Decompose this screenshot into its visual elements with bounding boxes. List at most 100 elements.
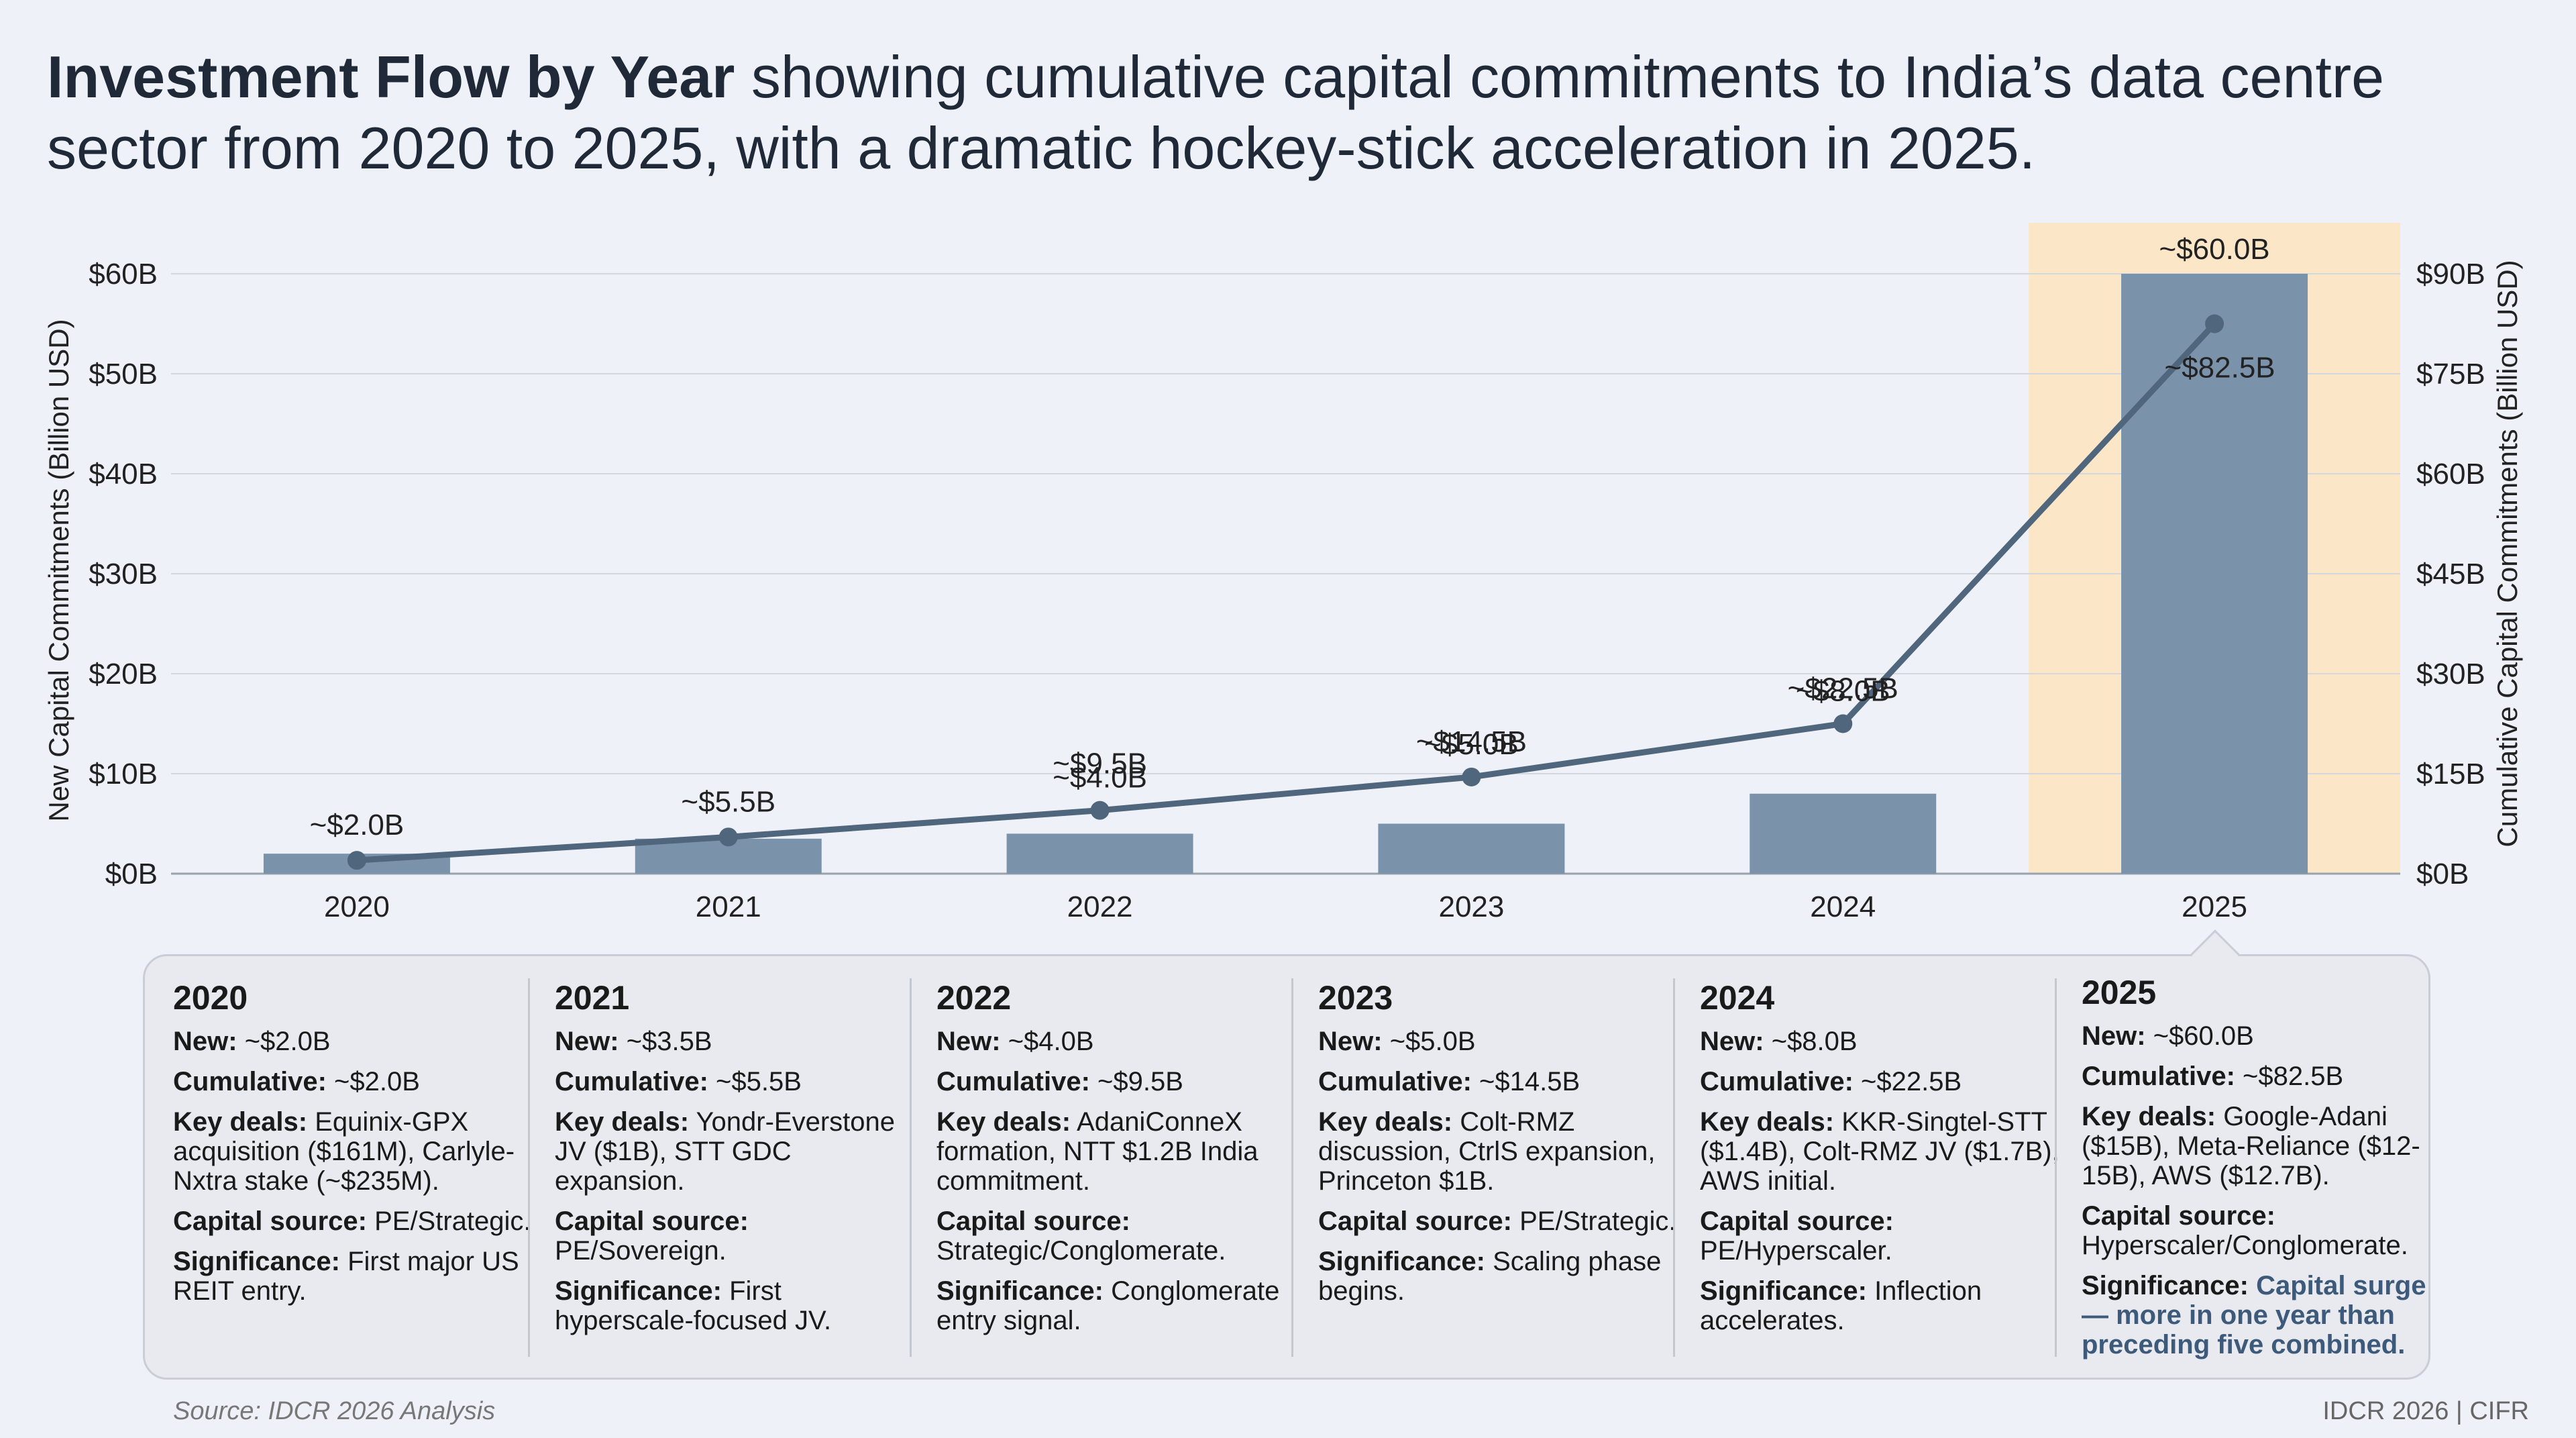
card-field: Cumulative: ~$9.5B — [936, 1067, 1302, 1096]
card-field-label: Cumulative: — [173, 1067, 327, 1096]
card-field-value: ~$8.0B — [1764, 1027, 1858, 1056]
x-tick-label: 2022 — [1067, 890, 1133, 923]
card-field: Capital source: PE/Sovereign. — [555, 1206, 920, 1266]
y-tick-label: $30B — [89, 558, 158, 590]
card-field-label: Capital source: — [173, 1206, 367, 1236]
card-field-label: New: — [936, 1027, 1001, 1056]
cumulative-value-label: ~$2.0B — [310, 809, 405, 841]
card-divider — [528, 978, 530, 1357]
card-field-label: Significance: — [936, 1276, 1104, 1306]
card-field-value: ~$14.5B — [1471, 1067, 1580, 1096]
card-field-value: Google-Adani ($15B), Meta-Reliance ($12-… — [2082, 1102, 2420, 1190]
card-field-label: Capital source: — [555, 1206, 749, 1236]
card-field-value: KKR-Singtel-STT ($1.4B), Colt-RMZ JV ($1… — [1700, 1107, 2059, 1196]
y-tick-label: $20B — [89, 658, 158, 690]
card-year: 2025 — [2082, 974, 2157, 1011]
line-point — [1462, 767, 1481, 786]
card-field-label: Cumulative: — [1700, 1067, 1854, 1096]
y-tick-label: $60B — [89, 258, 158, 291]
bar — [1750, 793, 1937, 874]
y2-tick-label: $60B — [2416, 458, 2485, 491]
card-field-value: ~$5.5B — [708, 1067, 802, 1096]
card-field: New: ~$4.0B — [936, 1027, 1302, 1056]
year-card-2023: 2023 New: ~$5.0B Cumulative: ~$14.5B Key de… — [1318, 978, 1684, 1358]
y-tick-label: $0B — [105, 858, 158, 890]
x-tick-label: 2024 — [1810, 890, 1876, 923]
card-year: 2024 — [1700, 979, 1775, 1017]
card-field: New: ~$60.0B — [2082, 1021, 2447, 1051]
card-field-value: Equinix-GPX acquisition ($161M), Carlyle… — [173, 1107, 515, 1196]
bar — [2121, 274, 2308, 874]
card-field: New: ~$3.5B — [555, 1027, 920, 1056]
combo-chart: $0B $10B $20B $30B $40B $50B $60B $0B $15B $30B $4… — [43, 223, 2523, 923]
cumulative-value-label: ~$14.5B — [1416, 725, 1527, 758]
chart-title-bold: Investment Flow by Year — [47, 44, 735, 110]
card-field-label: New: — [1700, 1027, 1764, 1056]
card-field-label: Cumulative: — [555, 1067, 708, 1096]
card-field-value: ~$60.0B — [2145, 1021, 2254, 1051]
card-field-label: Key deals: — [1318, 1107, 1453, 1137]
card-field-label: Key deals: — [2082, 1102, 2216, 1131]
card-field-label: Key deals: — [555, 1107, 690, 1137]
y-tick-label: $50B — [89, 358, 158, 391]
card-field: Cumulative: ~$82.5B — [2082, 1062, 2447, 1091]
card-field: New: ~$2.0B — [173, 1027, 539, 1056]
card-field-value: Conglomerate entry signal. — [936, 1276, 1280, 1335]
x-tick-label: 2021 — [696, 890, 761, 923]
y-axis-title: New Capital Commitments (Billion USD) — [43, 319, 74, 821]
bar-value-label: ~$4.0B — [1053, 762, 1147, 794]
card-field-value: First hyperscale-focused JV. — [555, 1276, 832, 1335]
card-field-value: Inflection accelerates. — [1700, 1276, 1982, 1335]
cumulative-value-label: ~$5.5B — [681, 785, 775, 818]
card-field: Key deals: Google-Adani ($15B), Meta-Rel… — [2082, 1102, 2447, 1190]
card-field-value: Colt-RMZ discussion, CtrlS expansion, Pr… — [1318, 1107, 1656, 1196]
card-field: Key deals: Yondr-Everstone JV ($1B), STT… — [555, 1107, 920, 1196]
y2-tick-label: $30B — [2416, 658, 2485, 690]
y-tick-label: $40B — [89, 458, 158, 491]
card-field-value: PE/Sovereign. — [555, 1236, 727, 1266]
line-point — [1090, 801, 1110, 820]
chart-title: Investment Flow by Year showing cumulati… — [47, 42, 2529, 184]
card-field: Key deals: AdaniConneX formation, NTT $1… — [936, 1107, 1302, 1196]
line-point — [1833, 714, 1853, 733]
line-point — [718, 827, 738, 847]
card-divider — [1291, 978, 1293, 1357]
card-field-label: New: — [2082, 1021, 2146, 1051]
year-card-2021: 2021 New: ~$3.5B Cumulative: ~$5.5B Key dea… — [555, 978, 920, 1358]
card-field-label: New: — [1318, 1027, 1383, 1056]
year-card-2025: 2025 New: ~$60.0B Cumulative: ~$82.5B Key d… — [2082, 973, 2447, 1359]
card-field-value: AdaniConneX formation, NTT $1.2B India c… — [936, 1107, 1258, 1196]
y2-axis-title: Cumulative Capital Commitments (Billion … — [2491, 260, 2523, 847]
card-field: Cumulative: ~$2.0B — [173, 1067, 539, 1096]
year-details-panel — [143, 954, 2430, 1380]
card-field-value: ~$3.5B — [619, 1027, 712, 1056]
card-field: Significance: First hyperscale-focused J… — [555, 1276, 920, 1335]
card-field: New: ~$5.0B — [1318, 1027, 1684, 1056]
card-field: Significance: First major US REIT entry. — [173, 1247, 539, 1306]
card-field: Cumulative: ~$14.5B — [1318, 1067, 1684, 1096]
card-field-value: ~$5.0B — [1382, 1027, 1476, 1056]
year-card-2022: 2022 New: ~$4.0B Cumulative: ~$9.5B Key dea… — [936, 978, 1302, 1358]
card-field-label: Capital source: — [1318, 1206, 1512, 1236]
card-year: 2022 — [936, 979, 1012, 1017]
card-field-label: Significance: — [555, 1276, 722, 1306]
bar — [1006, 833, 1193, 874]
credit-note: IDCR 2026 | CIFR — [2322, 1397, 2529, 1425]
card-field: Key deals: Equinix-GPX acquisition ($161… — [173, 1107, 539, 1196]
cumulative-value-label: ~$82.5B — [2165, 352, 2275, 384]
card-field-label: Cumulative: — [1318, 1067, 1472, 1096]
card-field: Key deals: KKR-Singtel-STT ($1.4B), Colt… — [1700, 1107, 2065, 1196]
bar-value-label: ~$60.0B — [2159, 233, 2270, 266]
y2-tick-label: $90B — [2416, 258, 2485, 291]
card-field: Capital source: PE/Hyperscaler. — [1700, 1206, 2065, 1266]
y2-tick-label: $45B — [2416, 558, 2485, 590]
card-field-label: Capital source: — [1700, 1206, 1894, 1236]
x-tick-label: 2025 — [2182, 890, 2247, 923]
card-field-value: ~$2.0B — [237, 1027, 331, 1056]
bar — [1378, 823, 1565, 874]
card-field-value: PE/Strategic. — [1511, 1206, 1676, 1236]
card-field-value: Strategic/Conglomerate. — [936, 1236, 1226, 1266]
card-field-value: First major US REIT entry. — [173, 1247, 519, 1306]
card-field-label: New: — [555, 1027, 619, 1056]
card-field: Capital source: Strategic/Conglomerate. — [936, 1206, 1302, 1266]
